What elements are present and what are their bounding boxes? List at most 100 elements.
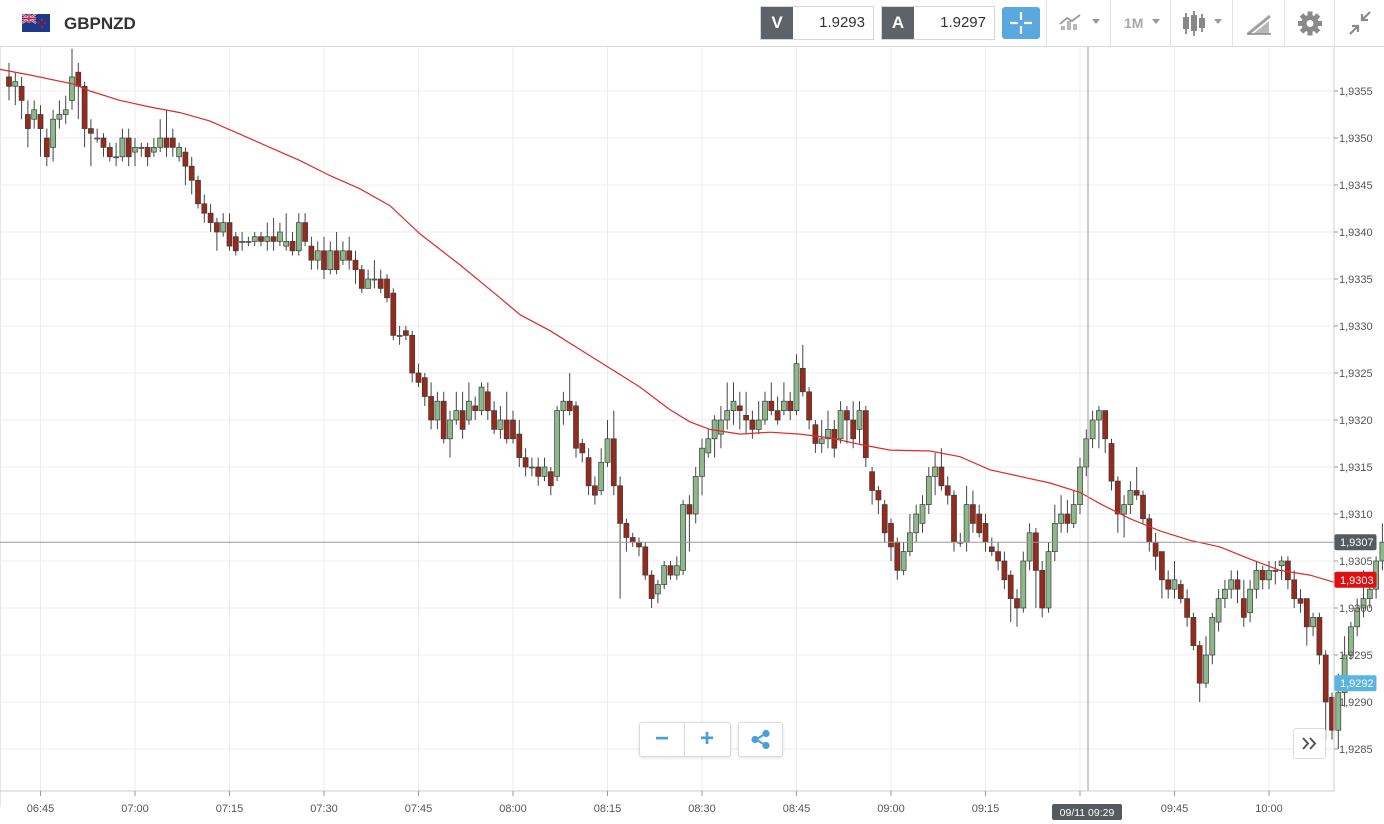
candle-up [604,420,611,467]
candle-up [762,391,768,425]
candle-body [781,400,787,411]
zoom-out-button[interactable]: − [640,723,684,756]
candle-down [25,100,31,148]
candle-up [541,457,548,482]
candle-down [106,142,113,162]
candle-body [472,405,479,411]
candle-down [938,448,945,491]
candle-body [869,471,875,491]
candle-body [25,114,31,129]
drawing-tools-button[interactable] [1232,0,1284,47]
candle-body [1303,598,1310,628]
candle-body [862,410,869,458]
price-axis[interactable]: 1,9355 1,9350 1,9345 1,9340 1,9335 1,9330 1,93… [1333,47,1373,791]
candle-up [1379,523,1384,571]
chart-type-button[interactable] [1046,0,1110,47]
candle-up [1272,561,1279,585]
candle-up [1209,612,1216,665]
candle-down [1177,579,1184,604]
candle-body [970,504,976,524]
candle-body [1152,541,1159,557]
candle-body [333,250,340,270]
candle-body [371,278,378,281]
candle-body [516,433,523,458]
candle-body [1259,570,1266,581]
candlestick-type-button[interactable] [1170,0,1232,47]
candle-up [1020,551,1027,613]
candle-body [302,222,308,242]
scroll-to-end-button[interactable] [1293,728,1326,759]
time-axis[interactable]: 06:45 07:00 07:15 07:30 07:45 08:00 08:15 08:30… [0,790,1334,815]
candle-down [749,410,756,439]
candle-body [1278,560,1285,567]
candle-down [258,232,264,247]
collapse-button[interactable] [1334,0,1384,47]
candle-down [1064,499,1071,533]
candle-up [138,142,145,157]
candle-down [6,62,12,101]
price-chart[interactable]: 1,9355 1,9350 1,9345 1,9340 1,9335 1,9330 1,93… [0,47,1384,824]
candle-up [1089,410,1096,449]
zoom-in-button[interactable]: + [685,723,729,756]
candle-body [579,443,586,454]
candle-down [226,213,233,251]
price-tick-label: 1,9330 [1339,321,1373,333]
candle-up [730,382,737,425]
candle-body [346,250,353,261]
candle-body [1190,617,1197,646]
timeframe-dropdown[interactable]: 1M [1110,0,1170,47]
candle-body [214,222,220,233]
candle-up [1341,636,1348,707]
candle-down [642,542,649,580]
candle-body [818,438,825,444]
candle-down [686,495,693,552]
time-tick-label: 06:45 [27,803,55,815]
candle-down [516,420,523,467]
candle-body [1159,551,1165,581]
candle-body [163,137,170,148]
candle-down [352,250,359,284]
candle-body [774,410,781,421]
crosshair-button[interactable] [1002,7,1040,39]
candle-body [466,400,472,421]
settings-button[interactable] [1284,0,1334,47]
crosshair-time-tag-bg [1052,804,1122,820]
chart-toolbar: GBPNZD V 1.9293 A 1.9297 1M [0,0,1384,47]
candle-body [1196,645,1203,684]
candle-down [522,448,529,477]
candle-down [768,382,775,416]
candle-body [799,367,806,393]
share-button[interactable] [738,722,783,757]
candle-down [1033,528,1039,608]
price-tick-label: 1,9340 [1339,227,1373,239]
candle-down [743,391,749,435]
candle-body [976,513,983,534]
candle-down [510,410,516,444]
candle-up [1026,523,1033,571]
candle-body [686,504,693,515]
instrument-symbol: GBPNZD [64,14,136,33]
candle-down [610,410,617,496]
bid-price-box[interactable]: V 1.9293 [760,6,874,40]
candle-down [377,269,384,294]
candle-up [1077,457,1083,514]
candle-body [1114,480,1121,515]
candle-up [932,452,938,496]
candle-body [1184,598,1190,618]
candle-body [850,419,857,440]
candle-down [403,326,409,341]
price-tick-label: 1,9295 [1339,650,1373,662]
candle-down [774,396,781,425]
candle-body [31,109,38,120]
candle-down [125,128,132,167]
candle-down [636,537,642,557]
candle-body [900,551,907,571]
ask-price-box[interactable]: A 1.9297 [881,6,995,40]
candle-body [220,222,227,233]
candle-up [1127,481,1134,514]
candle-down [988,537,995,557]
candle-body [510,419,516,440]
candle-body [1089,419,1096,440]
candle-down [592,476,598,505]
candle-down [201,194,208,223]
